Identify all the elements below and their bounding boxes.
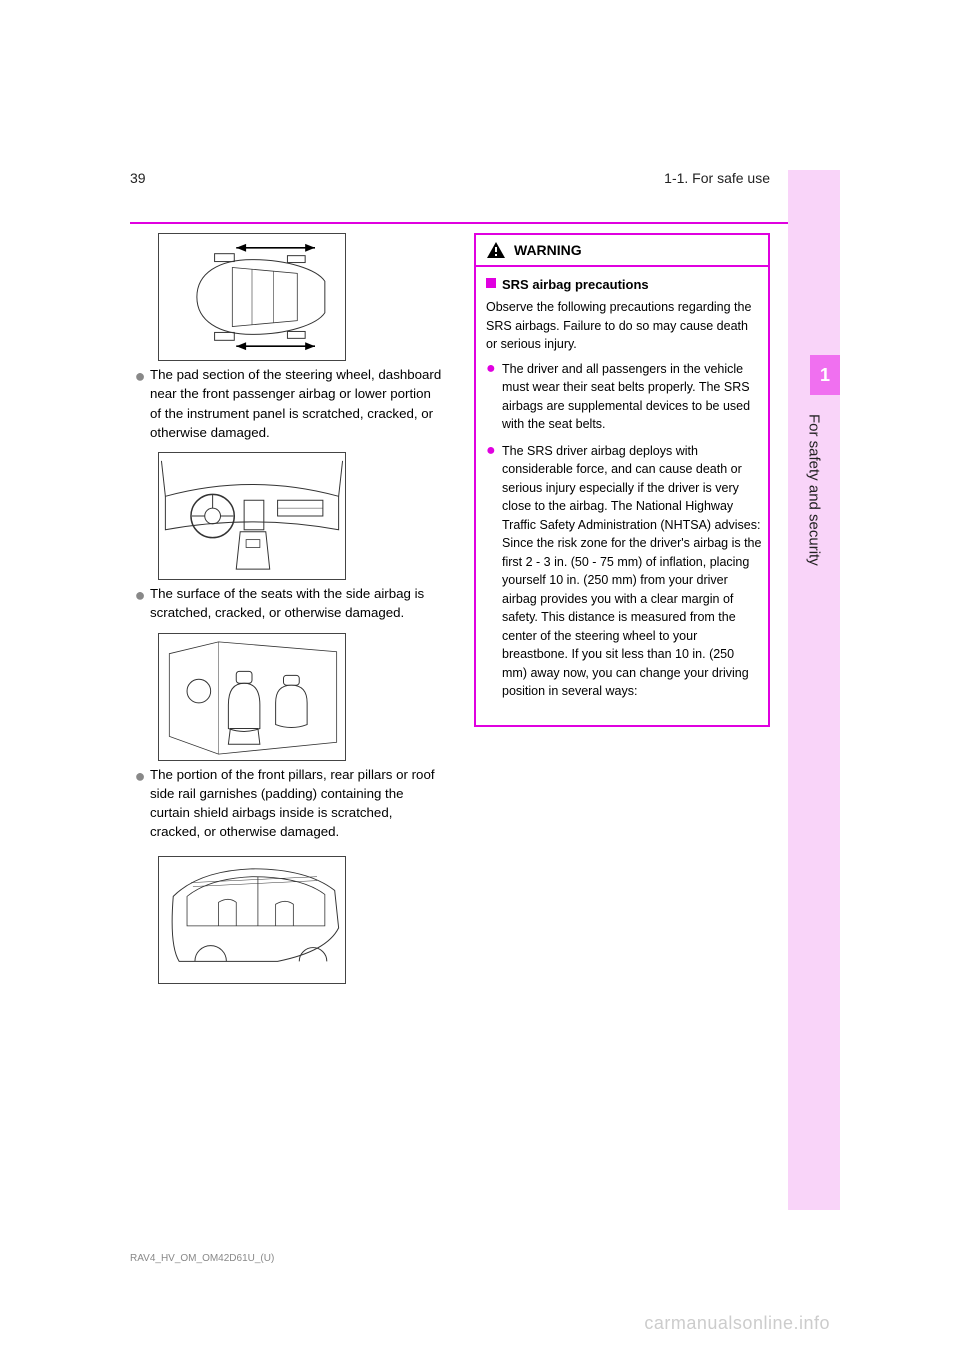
warning-title: WARNING — [514, 242, 582, 258]
bullet-icon: ● — [134, 586, 146, 623]
figure-car-top-view — [158, 233, 346, 361]
page-number: 39 — [130, 170, 146, 186]
chapter-number: 1 — [820, 365, 830, 386]
warning-bullet-item: ● The SRS driver airbag deploys with con… — [486, 442, 762, 701]
figure3-caption: ● The portion of the front pillars, rear… — [134, 765, 444, 842]
warning-bullet-text: The SRS driver airbag deploys with consi… — [502, 442, 762, 701]
warning-bullet-text: The driver and all passengers in the veh… — [502, 360, 762, 434]
figure-seats-pillars — [158, 633, 346, 761]
dot-bullet-icon: ● — [486, 360, 496, 434]
warning-icon — [486, 241, 506, 259]
warning-box: WARNING SRS airbag precautions Observe t… — [474, 233, 770, 727]
right-column: WARNING SRS airbag precautions Observe t… — [474, 233, 770, 984]
car-top-svg — [159, 234, 345, 360]
left-column: ● The pad section of the steering wheel,… — [130, 233, 460, 984]
square-bullet-icon — [486, 278, 496, 288]
header-rule — [130, 222, 788, 224]
page: 39 1-1. For safe use 1 For safety and se… — [0, 0, 960, 1358]
figure-dashboard — [158, 452, 346, 580]
dot-bullet-icon: ● — [486, 442, 496, 701]
warning-subheading-text: SRS airbag precautions — [502, 275, 649, 294]
list-item: ● The surface of the seats with the side… — [134, 584, 444, 623]
item-text: The pad section of the steering wheel, d… — [150, 365, 444, 442]
item-text: The surface of the seats with the side a… — [150, 584, 444, 623]
figure1-caption: ● The pad section of the steering wheel,… — [134, 365, 444, 442]
warning-bullet-item: ● The driver and all passengers in the v… — [486, 360, 762, 434]
page-header: 39 1-1. For safe use — [130, 170, 770, 186]
figure-side-cutaway — [158, 856, 346, 984]
breadcrumb: 1-1. For safe use — [664, 170, 770, 186]
seats-svg — [159, 634, 345, 760]
figure2-caption: ● The surface of the seats with the side… — [134, 584, 444, 623]
section-side-label: For safety and security — [788, 410, 840, 610]
model-code: RAV4_HV_OM_OM42D61U_(U) — [130, 1253, 274, 1264]
footer-watermark: carmanualsonline.info — [644, 1313, 830, 1334]
section-strip — [788, 170, 840, 1210]
content-area: ● The pad section of the steering wheel,… — [130, 233, 770, 984]
chapter-marker: 1 — [810, 355, 840, 395]
list-item: ● The portion of the front pillars, rear… — [134, 765, 444, 842]
section-side-label-text: For safety and security — [806, 414, 823, 566]
dashboard-svg — [159, 453, 345, 579]
item-text: The portion of the front pillars, rear p… — [150, 765, 444, 842]
list-item: ● The pad section of the steering wheel,… — [134, 365, 444, 442]
warning-body: SRS airbag precautions Observe the follo… — [476, 267, 768, 725]
bullet-icon: ● — [134, 767, 146, 842]
cutaway-svg — [159, 857, 345, 983]
bullet-icon: ● — [134, 367, 146, 442]
warning-header: WARNING — [476, 235, 768, 267]
warning-subheading: SRS airbag precautions — [486, 275, 762, 294]
warning-lead: Observe the following precautions regard… — [486, 298, 762, 354]
